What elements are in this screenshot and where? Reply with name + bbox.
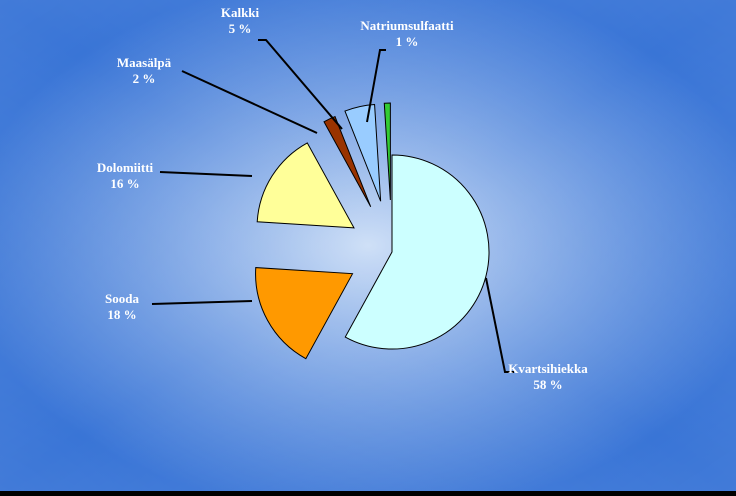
- slice-value-label: 5 %: [229, 21, 252, 36]
- leader-line: [181, 70, 318, 134]
- slice-value-label: 18 %: [107, 307, 136, 322]
- leader-line: [159, 171, 253, 177]
- leader-line: [485, 277, 514, 373]
- leader-lines-layer: [151, 39, 514, 373]
- pie-slice-kalkki: [344, 103, 382, 202]
- slice-value-label: 58 %: [533, 377, 562, 392]
- slice-label: Kvartsihiekka: [508, 361, 588, 376]
- leader-line: [366, 49, 386, 123]
- pie-slice-sooda: [255, 267, 354, 360]
- pie-slice-natriumsulfaatti: [383, 102, 391, 201]
- slice-label: Natriumsulfaatti: [360, 18, 454, 33]
- slice-label: Kalkki: [221, 5, 260, 20]
- pie-slice-dolomiitti: [256, 142, 355, 229]
- slice-value-label: 16 %: [110, 176, 139, 191]
- slice-value-label: 1 %: [396, 34, 419, 49]
- slice-value-label: 2 %: [133, 71, 156, 86]
- slice-label: Dolomiitti: [97, 160, 154, 175]
- leader-line: [258, 39, 343, 130]
- leader-line: [151, 300, 253, 305]
- pie-slice-kvartsihiekka: [344, 154, 490, 350]
- pie-slice-maas-lp-: [323, 115, 372, 207]
- slice-label: Sooda: [105, 291, 139, 306]
- slice-label: Maasälpä: [117, 55, 172, 70]
- slices-layer: [255, 102, 490, 360]
